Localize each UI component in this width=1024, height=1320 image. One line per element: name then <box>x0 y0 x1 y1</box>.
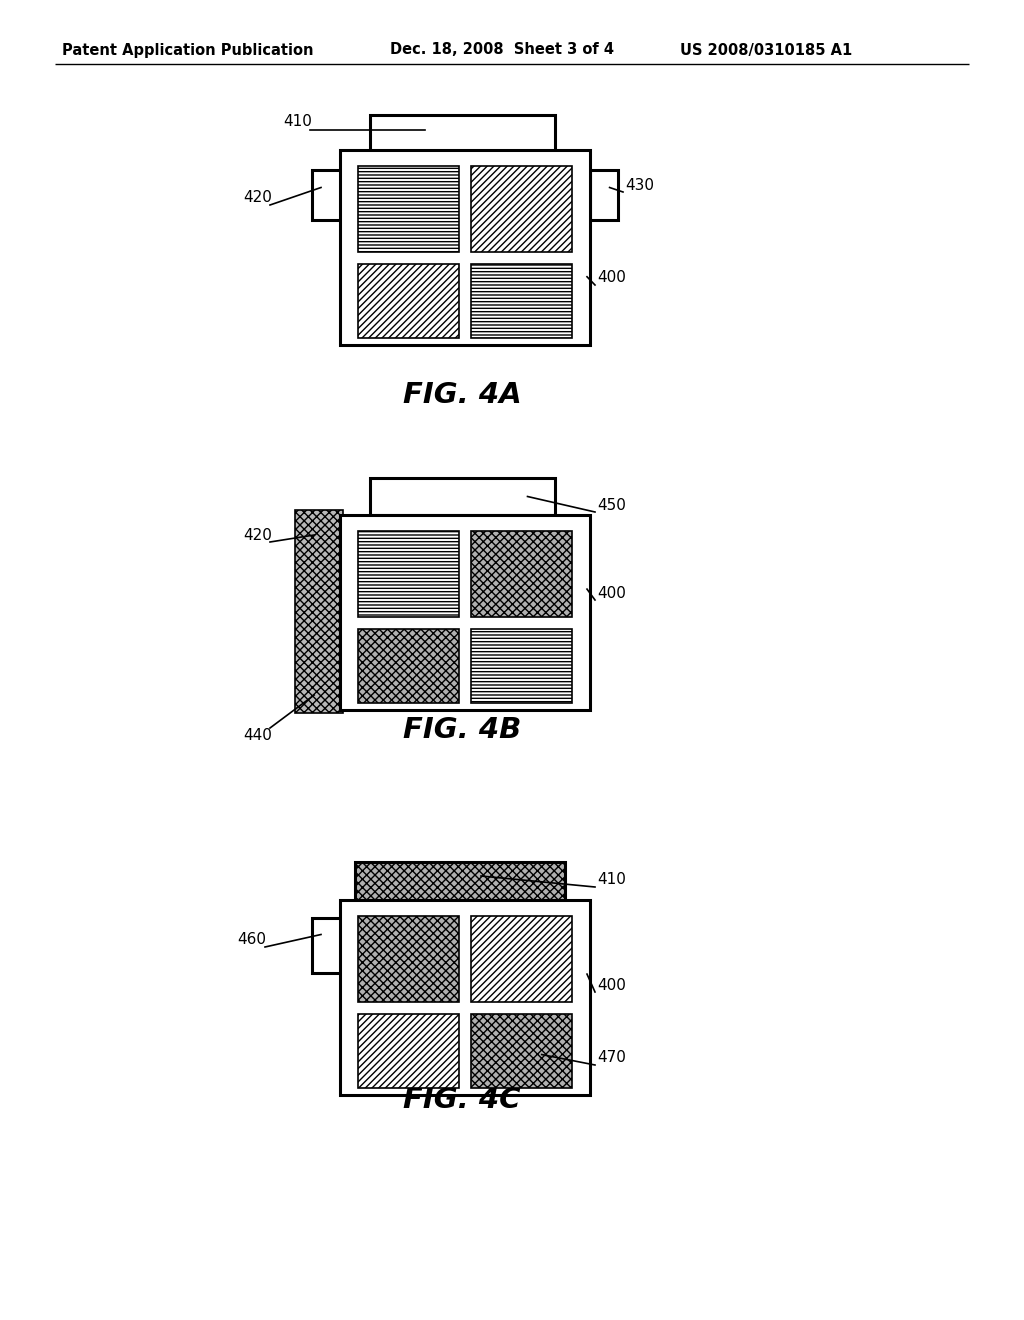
Text: FIG. 4B: FIG. 4B <box>402 715 521 744</box>
Text: FIG. 4A: FIG. 4A <box>402 381 521 409</box>
Text: Dec. 18, 2008  Sheet 3 of 4: Dec. 18, 2008 Sheet 3 of 4 <box>390 42 614 58</box>
Bar <box>358 1014 459 1088</box>
Bar <box>312 917 342 973</box>
Bar <box>358 916 459 1002</box>
Text: 440: 440 <box>243 727 272 742</box>
Bar <box>355 862 565 902</box>
Text: 400: 400 <box>597 586 626 601</box>
Text: 400: 400 <box>597 271 626 285</box>
Bar <box>340 150 590 345</box>
Bar <box>590 170 618 220</box>
Text: 430: 430 <box>625 177 654 193</box>
Bar <box>471 916 572 1002</box>
Text: Patent Application Publication: Patent Application Publication <box>62 42 313 58</box>
Bar <box>471 531 572 616</box>
Bar <box>295 510 343 713</box>
Bar <box>370 115 555 152</box>
Bar <box>471 264 572 338</box>
Text: 470: 470 <box>597 1051 626 1065</box>
Text: US 2008/0310185 A1: US 2008/0310185 A1 <box>680 42 852 58</box>
Text: 420: 420 <box>243 528 272 543</box>
Bar <box>340 900 590 1096</box>
Text: 410: 410 <box>597 873 626 887</box>
Text: 460: 460 <box>237 932 266 948</box>
Bar <box>471 628 572 702</box>
Bar <box>340 515 590 710</box>
Bar <box>358 166 459 252</box>
Bar <box>471 166 572 252</box>
Bar <box>312 170 342 220</box>
Bar <box>370 478 555 515</box>
Text: 420: 420 <box>243 190 272 205</box>
Text: FIG. 4C: FIG. 4C <box>403 1086 521 1114</box>
Bar <box>358 531 459 616</box>
Bar <box>358 264 459 338</box>
Text: 450: 450 <box>597 498 626 512</box>
Text: 410: 410 <box>283 115 312 129</box>
Bar <box>471 1014 572 1088</box>
Bar <box>358 628 459 702</box>
Text: 400: 400 <box>597 978 626 993</box>
